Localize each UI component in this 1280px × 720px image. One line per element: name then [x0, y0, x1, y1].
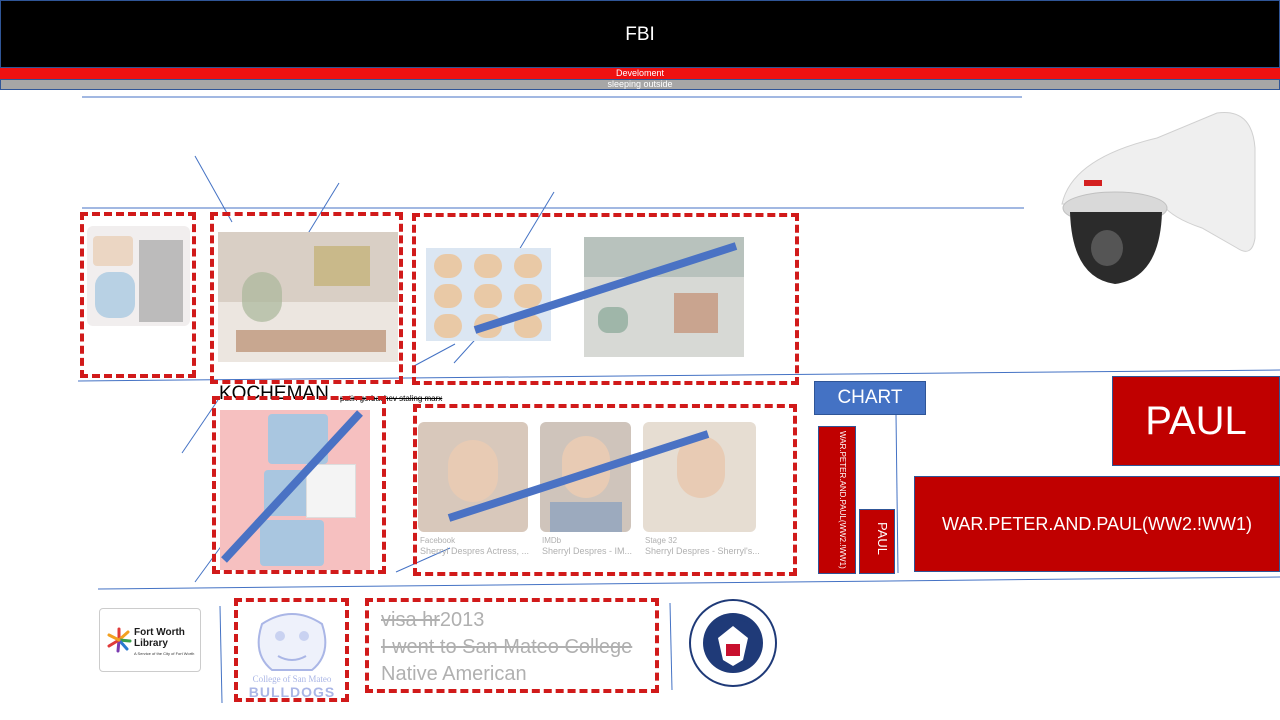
- kocheman-strikethrough-note: putin gorbachev staling marx: [340, 394, 443, 403]
- red-collage-photo: [220, 410, 370, 570]
- note-line-2: I went to San Mateo College: [381, 636, 633, 658]
- portrait-face: [474, 254, 502, 278]
- connector-line: [303, 182, 340, 241]
- strike-line-collage: [221, 410, 363, 563]
- strike-line-cast: [473, 242, 738, 334]
- note-line-1: visa hr2013: [381, 607, 484, 634]
- chart-bar-1-label: WAR.PETER.AND.PAUL(WW2.!WW1): [838, 431, 847, 569]
- chart-bar-2: PAUL: [859, 509, 895, 574]
- house-interior-photo: [218, 232, 398, 362]
- divider-line-lower: [97, 576, 1280, 590]
- red-banner-text: Develoment: [615, 68, 665, 78]
- divider-vertical: [669, 602, 673, 691]
- gray-banner-text: sleeping outside: [607, 79, 673, 89]
- collage-flower-card: [306, 464, 356, 518]
- fort-worth-library-logo: Fort Worth Library A Service of the City…: [99, 608, 201, 672]
- frame-vhs: [80, 212, 196, 378]
- paul-box: PAUL: [1112, 376, 1280, 466]
- caption-source: Stage 32: [645, 536, 678, 545]
- college-team: BULLDOGS: [248, 684, 336, 700]
- note-visa-strike: visa hr: [381, 609, 440, 631]
- chart-axis-line: [895, 413, 899, 574]
- interior-cabinet: [236, 330, 386, 352]
- vhs-figures: [95, 272, 135, 318]
- actress-photo-1: [418, 422, 528, 532]
- library-subtitle: A Service of the City of Fort Worth: [134, 651, 195, 656]
- dhs-seal-icon: [689, 599, 777, 687]
- portrait-face: [434, 284, 462, 308]
- frame-collage: [212, 396, 386, 574]
- vhs-cover-photo: [87, 226, 190, 326]
- note-line-3: Native American: [381, 663, 527, 685]
- frame-notes: [365, 598, 659, 693]
- connector-line: [518, 191, 555, 251]
- set-chair: [598, 307, 628, 333]
- bulldog-icon: [257, 613, 327, 671]
- portrait-face: [514, 284, 542, 308]
- header-bar: [0, 0, 1280, 68]
- frame-cast: [412, 213, 799, 385]
- actress-face: [448, 440, 498, 502]
- divider-vertical: [219, 605, 223, 704]
- collage-portrait: [260, 520, 324, 566]
- portrait-face: [434, 314, 462, 338]
- caption-title: Sherryl Despres Actress, ...: [420, 546, 530, 556]
- connector-line: [395, 547, 451, 573]
- war-peter-paul-box: WAR.PETER.AND.PAUL(WW2.!WW1): [914, 476, 1280, 572]
- frame-actress: [413, 404, 797, 576]
- set-counter: [674, 293, 718, 333]
- portrait-face: [514, 254, 542, 278]
- frame-college: [234, 598, 349, 702]
- actress-face: [677, 436, 725, 498]
- college-name: College of San Mateo: [252, 674, 332, 684]
- connector-line: [194, 155, 233, 223]
- frame-house: [210, 212, 403, 384]
- divider-line-middle: [77, 369, 1280, 382]
- note-year: 2013: [439, 609, 485, 631]
- caption-title: Sherryl Despres - Sherryl's...: [645, 546, 760, 556]
- security-camera-icon: [1061, 111, 1256, 284]
- caption-source: Facebook: [420, 536, 456, 545]
- interior-plant: [242, 272, 282, 322]
- interior-window: [314, 246, 370, 286]
- strike-line-actress: [447, 430, 710, 522]
- vhs-tape: [139, 240, 183, 322]
- kitchen-set-photo: [584, 237, 744, 357]
- portrait-face: [434, 254, 462, 278]
- caption-title: Sherryl Despres - IM...: [542, 546, 633, 556]
- library-name: Fort Worth Library: [134, 627, 185, 649]
- page-title: FBI: [625, 24, 655, 45]
- camera-brand-badge: [1084, 180, 1102, 186]
- caption-source: IMDb: [542, 536, 562, 545]
- college-bulldog-logo: College of San Mateo BULLDOGS: [242, 604, 342, 700]
- chart-bar-1: WAR.PETER.AND.PAUL(WW2.!WW1): [818, 426, 856, 574]
- portrait-face: [474, 284, 502, 308]
- vhs-title-art: [93, 236, 133, 266]
- chart-bar-2-label: PAUL: [875, 522, 890, 555]
- connector-line: [413, 343, 456, 367]
- red-banner: [0, 68, 1280, 79]
- chart-button[interactable]: CHART: [814, 381, 926, 415]
- library-burst-icon: [107, 627, 132, 653]
- actress-shirt: [550, 502, 622, 532]
